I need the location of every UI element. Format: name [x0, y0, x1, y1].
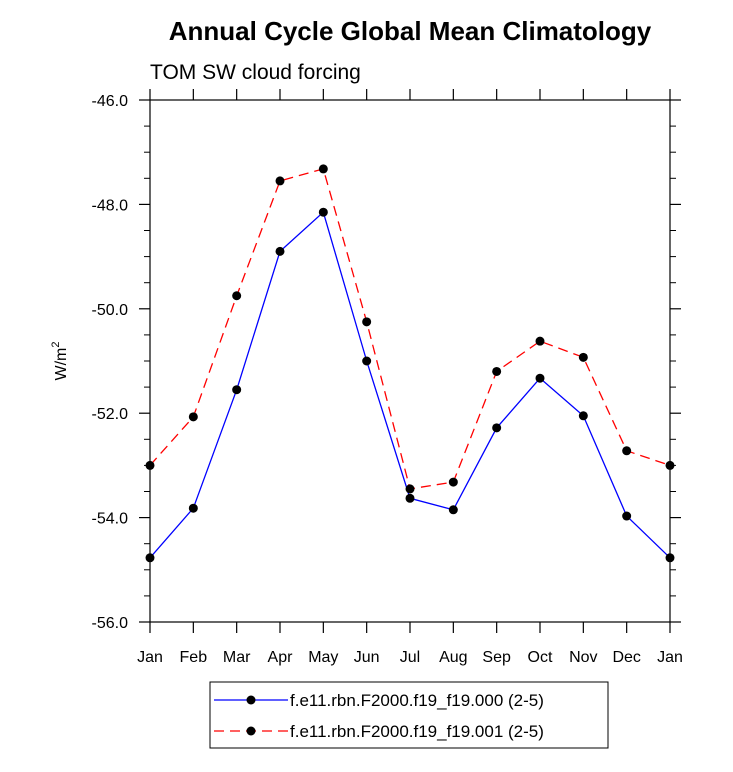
x-tick-label: Jun: [354, 649, 380, 666]
x-tick-label: Mar: [223, 649, 251, 666]
x-tick-label: Jul: [400, 649, 420, 666]
series-2-point: [405, 484, 415, 494]
chart-subtitle: TOM SW cloud forcing: [150, 61, 361, 84]
series-1-point: [318, 207, 328, 217]
y-axis-label: W/m2: [50, 342, 70, 381]
x-tick-label: Aug: [439, 649, 467, 666]
series-2-point: [318, 164, 328, 174]
series-2-point: [448, 477, 458, 487]
legend-label-1: f.e11.rbn.F2000.f19_f19.000 (2-5): [290, 691, 544, 710]
series-1-point: [405, 493, 415, 503]
x-tick-label: Sep: [482, 649, 511, 666]
series-1-point: [448, 505, 458, 515]
series-1-point: [362, 356, 372, 366]
legend-marker-2: [246, 726, 256, 736]
series-1-point: [535, 373, 545, 383]
y-tick-label: -56.0: [92, 615, 129, 632]
x-tick-label: Dec: [612, 649, 640, 666]
series-2-point: [665, 460, 675, 470]
series-line-1: [149, 211, 671, 559]
x-tick-labels: Jan Feb Mar Apr May Jun Jul Aug Sep Oct Nov Dec Jan: [137, 649, 683, 666]
legend: f.e11.rbn.F2000.f19_f19.000 (2-5) f.e11.r…: [214, 691, 544, 741]
y-axis-label-superscript: 2: [50, 342, 62, 348]
series-1-point: [145, 553, 155, 563]
series-line-2: [149, 168, 671, 490]
x-tick-label: May: [308, 649, 338, 666]
y-tick-label: -48.0: [92, 197, 129, 214]
series-1-point: [492, 423, 502, 433]
x-tick-label: Feb: [180, 649, 208, 666]
series-2-point: [188, 412, 198, 422]
series-1-point: [622, 511, 632, 521]
x-tick-label: Apr: [268, 649, 294, 666]
x-tick-label: Jan: [137, 649, 163, 666]
y-tick-label: -50.0: [92, 302, 129, 319]
series-2-point: [362, 317, 372, 327]
series-2-point: [145, 460, 155, 470]
series-1-point: [232, 385, 242, 395]
series-1-point: [275, 246, 285, 256]
axis-ticks: [139, 89, 681, 633]
legend-box: [209, 681, 609, 749]
series-2-point: [275, 176, 285, 186]
legend-marker-1: [246, 695, 256, 705]
y-tick-label: -54.0: [92, 511, 129, 528]
series-2-point: [622, 446, 632, 456]
series-1-point: [578, 411, 588, 421]
legend-label-2: f.e11.rbn.F2000.f19_f19.001 (2-5): [290, 722, 544, 741]
y-tick-label: -46.0: [92, 93, 129, 110]
series-2-point: [535, 336, 545, 346]
series-1-point: [665, 553, 675, 563]
plot-frame: [149, 99, 671, 623]
series-2-point: [578, 352, 588, 362]
x-tick-label: Jan: [657, 649, 683, 666]
series-1-point: [188, 503, 198, 513]
y-axis-label-text: W/m: [53, 348, 70, 381]
x-tick-label: Nov: [569, 649, 597, 666]
y-tick-label: -52.0: [92, 406, 129, 423]
y-tick-labels: -56.0 -54.0 -52.0 -50.0 -48.0 -46.0: [92, 93, 129, 632]
x-tick-label: Oct: [528, 649, 553, 666]
series-2-point: [492, 366, 502, 376]
data-series: [145, 164, 675, 563]
chart-title: Annual Cycle Global Mean Climatology: [169, 16, 652, 46]
series-2-point: [232, 291, 242, 301]
